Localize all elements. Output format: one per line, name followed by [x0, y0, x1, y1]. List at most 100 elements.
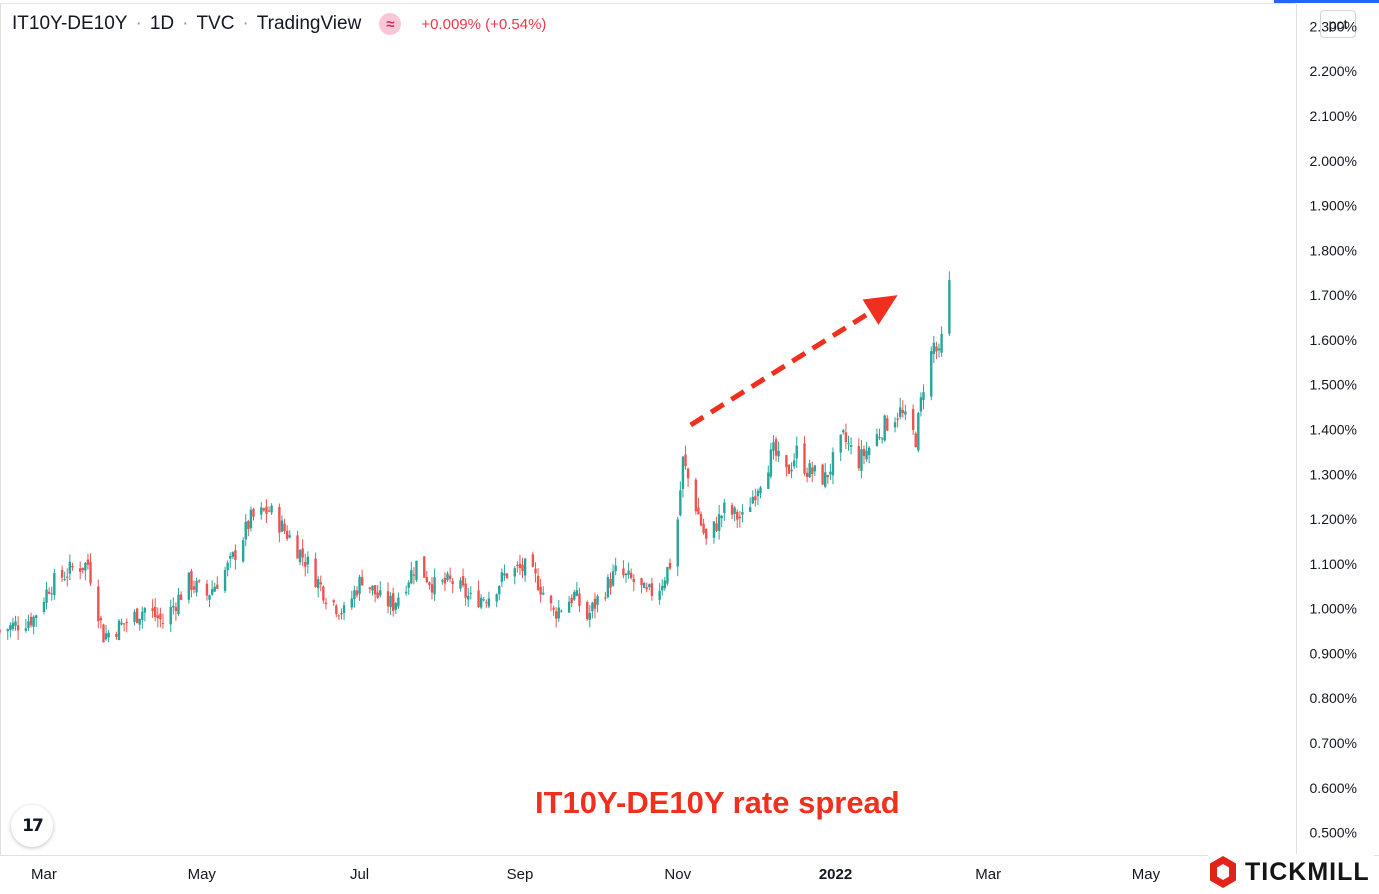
candle — [107, 629, 110, 643]
candle — [412, 567, 416, 585]
candle — [379, 581, 382, 598]
candle — [117, 619, 121, 641]
candle — [826, 474, 829, 484]
candle — [430, 577, 434, 600]
candle — [231, 551, 235, 559]
candle — [459, 577, 462, 592]
time-tick-label: 2022 — [819, 866, 852, 883]
candle — [192, 580, 196, 594]
candle — [125, 618, 128, 633]
symbol-label[interactable]: IT10Y-DE10Y — [12, 13, 128, 34]
candle — [288, 530, 291, 539]
candle — [340, 608, 343, 620]
candle — [161, 613, 165, 629]
candle — [249, 506, 253, 532]
candle — [754, 488, 757, 507]
time-tick-label: Nov — [664, 866, 691, 883]
unit-toggle-button[interactable]: pct — [1320, 10, 1356, 38]
candle — [658, 583, 661, 605]
wave-icon[interactable]: ≈ — [379, 13, 402, 35]
candle — [97, 579, 100, 629]
candle — [104, 624, 108, 641]
candle — [304, 553, 307, 577]
candle — [32, 615, 35, 635]
candle — [210, 580, 214, 596]
price-tick-label: 1.200% — [1310, 511, 1357, 527]
price-tick-label: 2.300% — [1310, 18, 1357, 34]
candle — [795, 436, 798, 468]
candle — [27, 614, 30, 631]
candle — [102, 623, 105, 643]
price-tick-label: 1.300% — [1310, 466, 1357, 482]
candle — [301, 538, 304, 567]
candle — [425, 571, 429, 584]
candle — [748, 497, 752, 513]
candle — [648, 583, 651, 591]
candle — [244, 514, 247, 547]
candle — [265, 499, 268, 523]
candle — [730, 502, 734, 519]
candle — [260, 502, 263, 520]
candle — [896, 412, 899, 428]
candle — [487, 591, 491, 609]
candle — [857, 438, 861, 471]
candle — [720, 515, 723, 528]
candle — [865, 441, 868, 462]
candle — [234, 544, 237, 570]
candle — [29, 612, 33, 628]
candle — [521, 557, 524, 579]
candle — [47, 587, 51, 595]
candle — [596, 594, 599, 613]
candle — [645, 582, 648, 593]
candle — [376, 585, 379, 599]
price-tick-label: 1.800% — [1310, 242, 1357, 258]
candle — [241, 537, 245, 563]
candle — [443, 572, 447, 592]
candle — [821, 463, 824, 486]
candle — [629, 568, 633, 580]
candle — [741, 504, 744, 523]
candle — [63, 571, 66, 582]
candle — [99, 615, 103, 629]
candle — [767, 465, 770, 490]
candle — [586, 600, 589, 621]
interval-label[interactable]: 1D — [149, 13, 175, 34]
candle — [914, 431, 917, 448]
price-axis[interactable]: 2.300% 2.200% 2.100% 2.000% 1.900% 1.800% 1.70… — [1310, 18, 1357, 840]
candle — [195, 577, 198, 597]
candle — [769, 442, 773, 479]
candle — [53, 568, 56, 600]
candle — [482, 596, 485, 602]
candle — [122, 623, 126, 632]
candle — [699, 511, 703, 527]
candle — [554, 607, 558, 628]
candle — [893, 417, 897, 433]
candle — [503, 564, 506, 581]
candle — [451, 578, 454, 594]
candle — [368, 587, 372, 594]
time-axis[interactable]: Mar May Jul Sep Nov 2022 Mar May — [31, 866, 1161, 883]
candle — [208, 594, 211, 608]
candle — [81, 567, 84, 574]
price-tick-label: 2.200% — [1310, 63, 1357, 79]
price-tick-label: 0.800% — [1310, 690, 1357, 706]
price-tick-label: 0.900% — [1310, 645, 1357, 661]
candle — [935, 341, 938, 360]
candle — [736, 509, 739, 529]
candle — [640, 577, 643, 594]
candle — [285, 525, 289, 541]
tradingview-logo-icon[interactable]: 17 — [11, 805, 53, 847]
candle — [428, 581, 431, 590]
price-tick-label: 1.900% — [1310, 198, 1357, 214]
candle — [355, 586, 359, 598]
candle — [252, 507, 255, 521]
candle — [844, 423, 848, 449]
candle — [591, 601, 594, 619]
candle — [684, 445, 687, 470]
candle — [190, 568, 193, 598]
candle — [500, 568, 504, 587]
candle — [324, 597, 328, 610]
candle — [16, 616, 20, 640]
candle — [860, 440, 863, 479]
